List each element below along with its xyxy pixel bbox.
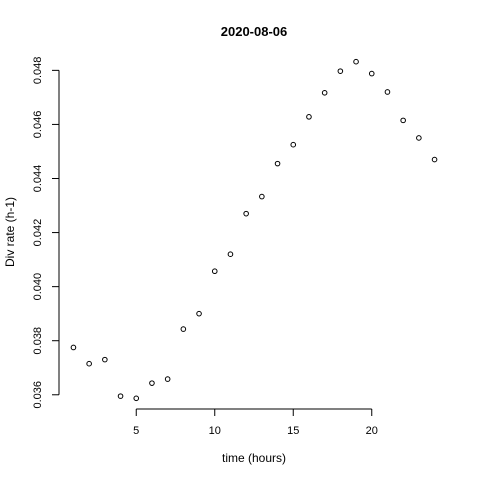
y-tick-label: 0.040 <box>32 273 44 301</box>
data-point <box>133 395 140 402</box>
chart-title: 2020-08-06 <box>221 24 288 39</box>
y-tick-label: 0.048 <box>32 57 44 85</box>
data-point <box>368 70 375 77</box>
data-point <box>384 89 391 95</box>
data-point <box>337 68 344 74</box>
data-point <box>102 356 108 363</box>
data-point <box>306 114 312 120</box>
data-point <box>259 193 265 200</box>
y-axis: 0.036 0.038 0.040 0.042 0.044 0.046 0.048 <box>32 57 60 409</box>
x-tick-label: 10 <box>209 425 221 437</box>
data-point <box>353 58 359 65</box>
x-tick-label: 15 <box>287 425 299 437</box>
data-point <box>196 310 202 317</box>
data-point <box>243 210 249 217</box>
y-tick-label: 0.036 <box>32 381 44 409</box>
y-tick-label: 0.046 <box>32 111 44 139</box>
data-point <box>164 376 171 382</box>
data-point <box>400 117 406 124</box>
data-point <box>211 268 218 275</box>
data-point <box>290 141 297 148</box>
data-point <box>180 326 187 332</box>
x-axis-title: time (hours) <box>222 451 286 465</box>
y-tick-label: 0.042 <box>32 219 44 247</box>
x-tick-label: 20 <box>366 425 378 437</box>
data-point <box>86 360 92 367</box>
data-points <box>70 58 438 402</box>
y-tick-label: 0.044 <box>32 165 44 193</box>
data-point <box>431 156 438 163</box>
data-point <box>70 344 77 351</box>
data-point <box>117 393 124 399</box>
x-tick-label: 5 <box>133 425 139 437</box>
y-tick-label: 0.038 <box>32 327 44 355</box>
data-point <box>321 89 328 96</box>
y-axis-title: Div rate (h-1) <box>3 197 17 267</box>
data-point <box>274 160 281 167</box>
data-point <box>416 135 422 141</box>
data-point <box>227 251 234 257</box>
x-axis: 5 10 15 20 <box>133 408 378 437</box>
data-point <box>149 380 155 386</box>
